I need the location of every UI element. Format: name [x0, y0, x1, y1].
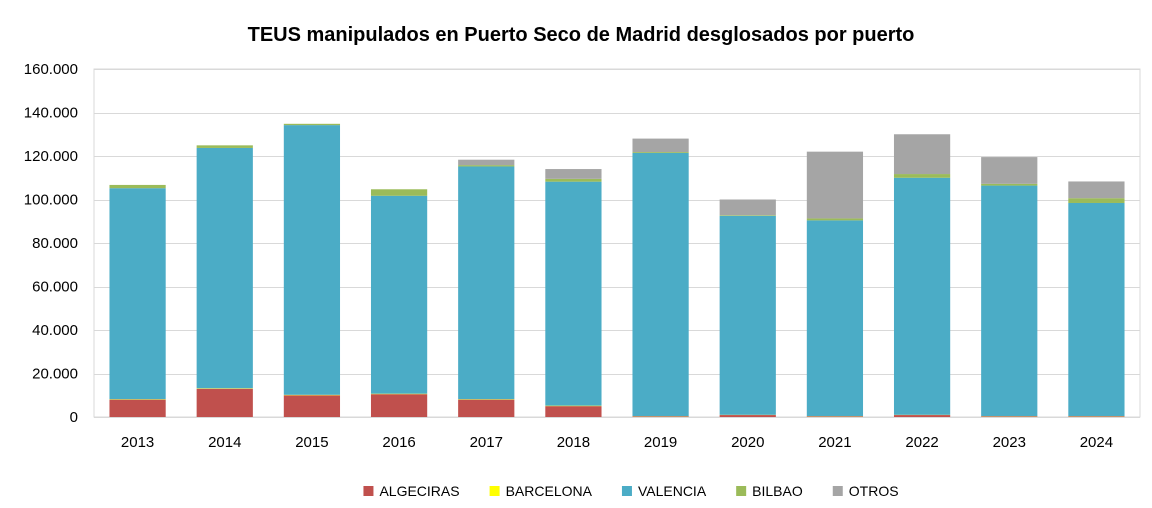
legend-swatch-barcelona [489, 486, 500, 496]
legend-swatch-valencia [621, 486, 632, 496]
y-tick-label: 120.000 [24, 148, 78, 165]
bar-algeciras-2023 [981, 416, 1038, 417]
bar-bilbao-2016 [370, 189, 428, 196]
bar-otros-2017 [458, 159, 515, 166]
bars [109, 123, 1125, 417]
bar-bilbao-2017 [458, 165, 515, 167]
bar-valencia-2019 [632, 152, 689, 417]
bar-otros-2023 [981, 157, 1038, 184]
bar-bilbao-2022 [893, 174, 951, 178]
bar-valencia-2015 [283, 125, 341, 395]
bar-valencia-2018 [545, 181, 602, 406]
bar-valencia-2016 [370, 195, 428, 394]
bar-bilbao-2014 [196, 145, 253, 148]
bar-otros-2020 [719, 199, 776, 216]
bar-valencia-2013 [109, 188, 166, 400]
y-tick-label: 20.000 [32, 366, 78, 383]
chart-title: TEUS manipulados en Puerto Seco de Madri… [248, 24, 915, 46]
y-tick-label: 100.000 [24, 192, 78, 209]
y-tick-label: 40.000 [32, 322, 78, 339]
bar-bilbao-2019 [632, 152, 689, 153]
x-tick-label: 2022 [905, 434, 938, 451]
legend-label-algeciras: ALGECIRAS [379, 483, 459, 499]
bar-valencia-2024 [1068, 202, 1125, 417]
legend-swatch-bilbao [736, 486, 747, 496]
y-tick-label: 80.000 [32, 235, 78, 252]
bar-valencia-2022 [893, 177, 951, 415]
legend-label-barcelona: BARCELONA [506, 483, 593, 499]
gridlines [93, 68, 1141, 418]
bar-algeciras-2017 [458, 399, 515, 417]
legend-label-otros: OTROS [849, 483, 899, 499]
bar-bilbao-2013 [109, 184, 166, 189]
bar-algeciras-2016 [370, 394, 428, 417]
legend-label-valencia: VALENCIA [638, 483, 707, 499]
x-tick-label: 2015 [295, 434, 328, 451]
bar-otros-2018 [545, 169, 602, 179]
bar-otros-2022 [893, 134, 951, 175]
x-tick-label: 2023 [993, 434, 1026, 451]
bar-algeciras-2015 [283, 395, 341, 417]
y-tick-label: 140.000 [24, 105, 78, 122]
legend: ALGECIRAS BARCELONA VALENCIA BILBAO OTROS [363, 483, 899, 499]
bar-otros-2019 [632, 138, 689, 153]
bar-bilbao-2024 [1068, 198, 1125, 203]
y-tick-label: 160.000 [24, 61, 78, 78]
bar-bilbao-2020 [719, 215, 776, 216]
x-tick-label: 2014 [208, 434, 241, 451]
x-tick-label: 2024 [1080, 434, 1113, 451]
bar-algeciras-2014 [196, 388, 253, 417]
bar-bilbao-2018 [545, 178, 602, 182]
x-tick-label: 2020 [731, 434, 764, 451]
bar-valencia-2017 [458, 166, 515, 400]
bar-algeciras-2018 [545, 406, 602, 417]
y-tick-label: 60.000 [32, 279, 78, 296]
bar-bilbao-2021 [806, 218, 864, 221]
bar-valencia-2020 [719, 215, 776, 415]
x-tick-label: 2013 [121, 434, 154, 451]
bar-algeciras-2024 [1068, 416, 1125, 417]
bar-bilbao-2023 [981, 183, 1038, 186]
bar-algeciras-2022 [893, 415, 951, 417]
bar-otros-2024 [1068, 181, 1125, 199]
x-tick-label: 2018 [557, 434, 590, 451]
x-tick-label: 2016 [382, 434, 415, 451]
bar-algeciras-2020 [719, 415, 776, 417]
bar-valencia-2014 [196, 147, 253, 389]
x-tick-label: 2017 [470, 434, 503, 451]
bar-algeciras-2021 [806, 416, 864, 417]
legend-swatch-algeciras [363, 486, 374, 496]
y-axis-tick-labels: 0 20.000 40.000 60.000 80.000 100.000 120.000 1… [24, 61, 78, 426]
bar-valencia-2023 [981, 185, 1038, 417]
x-axis-tick-labels: 2013 2014 2015 2016 2017 2018 2019 2020 2021 2022… [121, 434, 1113, 451]
bar-algeciras-2013 [109, 399, 166, 417]
legend-label-bilbao: BILBAO [752, 483, 803, 499]
y-tick-label: 0 [70, 409, 78, 426]
bar-bilbao-2015 [283, 123, 341, 126]
x-tick-label: 2019 [644, 434, 677, 451]
bar-algeciras-2019 [632, 416, 689, 417]
bar-valencia-2021 [806, 220, 864, 417]
bar-otros-2021 [806, 151, 864, 219]
x-tick-label: 2021 [818, 434, 851, 451]
legend-swatch-otros [832, 486, 843, 496]
